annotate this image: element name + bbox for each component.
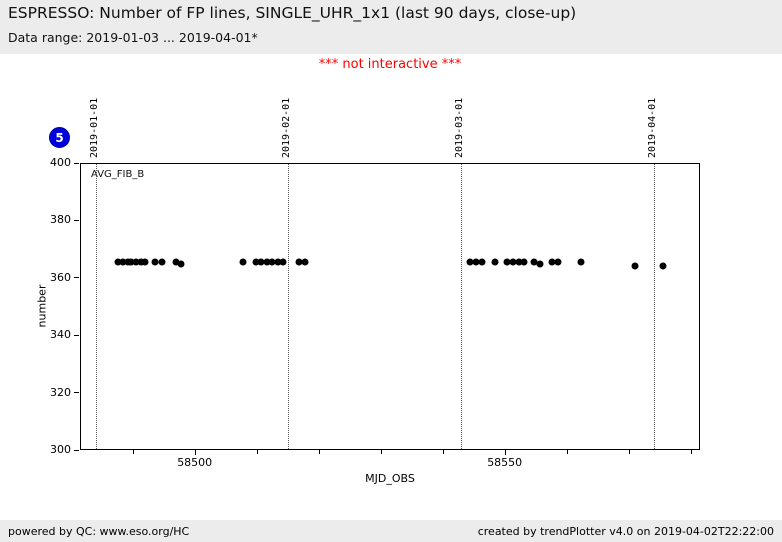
y-axis-tick [74,162,79,164]
page-title: ESPRESSO: Number of FP lines, SINGLE_UHR… [8,4,577,22]
x-axis-major-tick [504,450,506,455]
data-point [548,258,556,266]
not-interactive-notice: *** not interactive *** [318,57,462,72]
month-gridline [287,164,289,449]
y-axis-tick-label: 400 [50,156,71,169]
data-point [172,258,180,266]
footer-bar: powered by QC: www.eso.org/HC created by… [0,520,782,542]
x-axis-minor-tick [566,450,568,454]
y-axis-tick [74,219,79,221]
footer-credit-right: created by trendPlotter v4.0 on 2019-04-… [477,524,774,538]
data-point [119,258,127,266]
data-point [520,258,528,266]
data-point [132,258,140,266]
month-date-label: 2019-04-01 [646,97,658,158]
x-axis-minor-tick [380,450,382,454]
data-point [509,258,517,266]
data-point [127,258,135,266]
count-badge: 5 [49,127,70,148]
y-axis-tick-label: 380 [50,213,71,227]
data-point [536,260,544,268]
data-point [503,258,511,266]
y-axis-tick [74,449,79,451]
x-axis-minor-tick [628,450,630,454]
data-point [554,258,562,266]
data-point [177,260,185,268]
data-point [124,258,131,266]
data-point [631,262,639,270]
data-point [252,258,260,266]
month-gridline [461,164,463,449]
y-axis-label: number [35,284,49,328]
y-axis-tick-label: 340 [50,328,71,342]
data-point [478,258,486,266]
data-point [515,258,523,266]
x-axis-minor-tick [256,450,258,454]
data-point [274,258,282,266]
data-point [466,258,474,266]
x-axis-minor-tick [442,450,444,454]
y-axis-tick-label: 360 [50,270,71,284]
y-axis-tick-label: 320 [50,385,71,399]
month-date-label: 2019-03-01 [454,97,466,158]
x-axis-minor-tick [318,450,320,454]
series-legend-label: AVG_FIB_B [91,169,145,180]
data-point [659,262,667,270]
data-point [263,258,271,266]
data-point [141,258,149,266]
data-point [268,258,276,266]
y-axis-tick-label: 300 [50,443,71,456]
data-point [158,258,166,266]
data-point [114,258,122,266]
x-axis-tick-label: 58500 [177,456,213,469]
plot-area: AVG_FIB_B [80,163,700,450]
data-point [137,258,145,266]
x-axis-major-tick [194,450,196,455]
y-axis-tick [74,277,79,279]
header-bar: ESPRESSO: Number of FP lines, SINGLE_UHR… [0,0,782,54]
y-axis-tick [74,392,79,394]
data-point [530,258,538,266]
x-axis-tick-label: 58550 [487,456,523,469]
x-axis-label: MJD_OBS [365,472,415,485]
footer-credit-left: powered by QC: www.eso.org/HC [8,524,190,538]
data-point [257,258,265,266]
data-point [151,258,159,266]
data-point [301,258,309,266]
month-gridline [653,164,655,449]
y-axis-tick [74,334,79,336]
data-range-subtitle: Data range: 2019-01-03 ... 2019-04-01* [8,30,258,45]
data-point [491,258,499,266]
data-point [279,258,286,266]
data-point [472,258,480,266]
data-point [239,258,247,266]
data-point [295,258,303,266]
month-gridline [95,164,97,449]
data-point [577,258,585,266]
month-date-label: 2019-01-01 [88,97,100,158]
month-date-label: 2019-02-01 [280,97,292,158]
x-axis-minor-tick [690,450,692,454]
x-axis-minor-tick [132,450,134,454]
